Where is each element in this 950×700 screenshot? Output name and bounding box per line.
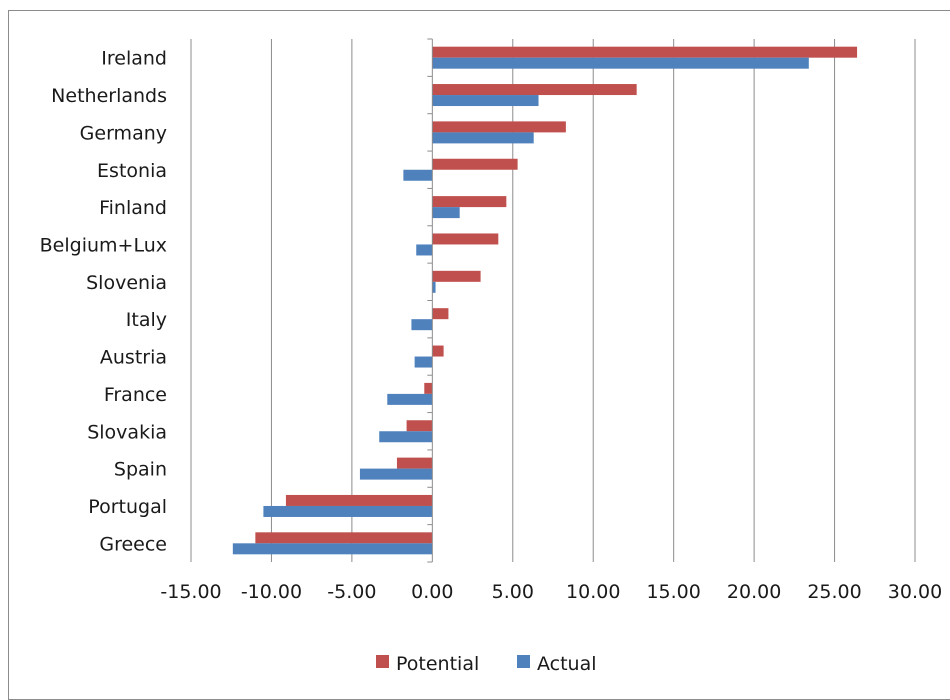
bar-potential-ireland: [432, 46, 858, 58]
category-labels: Ireland Netherlands Germany Estonia Finland B…: [40, 48, 167, 556]
category-label: Portugal: [88, 496, 167, 518]
category-label: Austria: [100, 347, 167, 369]
category-label: France: [104, 384, 167, 406]
bar-potential-germany: [432, 121, 566, 133]
bar-potential-spain: [396, 457, 433, 469]
category-label: Netherlands: [51, 85, 167, 107]
category-label: Spain: [114, 459, 167, 481]
bar-potential-finland: [432, 196, 507, 208]
bar-potential-italy: [432, 308, 449, 320]
bar-potential-portugal: [285, 494, 433, 506]
legend-label-actual: Actual: [537, 653, 597, 675]
bar-actual-italy: [411, 319, 433, 331]
legend-swatch-actual: [517, 655, 530, 668]
bar-actual-france: [387, 393, 433, 405]
tick-label: 15.00: [646, 581, 700, 603]
tick-label: 30.00: [888, 581, 942, 603]
tick-label: 20.00: [727, 581, 781, 603]
category-label: Slovenia: [86, 272, 167, 294]
tick-label: -10.00: [241, 581, 302, 603]
axes: [427, 38, 433, 563]
bar-actual-ireland: [432, 57, 809, 69]
bar-potential-estonia: [432, 158, 518, 170]
bar-actual-austria: [414, 356, 433, 368]
category-label: Estonia: [97, 160, 167, 182]
legend-swatch-potential: [376, 655, 389, 668]
bar-potential-slovakia: [406, 420, 433, 432]
category-label: Ireland: [101, 48, 167, 70]
bar-potential-netherlands: [432, 84, 637, 96]
bar-actual-spain: [359, 468, 433, 480]
category-label: Finland: [99, 197, 167, 219]
bar-actual-slovenia: [432, 281, 436, 293]
tick-labels: -15.00 -10.00 -5.00 0.00 5.00 10.00 15.00 20.00…: [160, 581, 942, 603]
legend: Potential Actual: [376, 653, 597, 675]
bar-actual-greece: [232, 543, 433, 555]
bar-actual-portugal: [263, 505, 433, 517]
bar-actual-netherlands: [432, 95, 539, 107]
bar-potential-austria: [432, 345, 444, 357]
tick-label: 0.00: [411, 581, 453, 603]
bar-actual-slovakia: [379, 431, 433, 443]
bar-actual-finland: [432, 207, 460, 219]
tick-label: 5.00: [492, 581, 534, 603]
bar-potential-greece: [255, 532, 433, 544]
category-label: Slovakia: [87, 421, 167, 443]
bar-potential-france: [424, 382, 433, 394]
bars: [232, 46, 858, 555]
gridlines: [190, 39, 916, 562]
category-label: Italy: [126, 309, 167, 331]
tick-label: -15.00: [160, 581, 221, 603]
category-label: Belgium+Lux: [40, 234, 167, 256]
bar-actual-germany: [432, 132, 534, 144]
legend-label-potential: Potential: [396, 653, 479, 675]
bar-potential-slovenia: [432, 270, 481, 282]
tick-label: 10.00: [566, 581, 620, 603]
tick-label: -5.00: [327, 581, 376, 603]
tick-label: 25.00: [807, 581, 861, 603]
category-label: Germany: [80, 122, 167, 144]
bar-actual-estonia: [403, 169, 433, 181]
category-label: Greece: [99, 533, 167, 555]
bar-potential-belgium-lux: [432, 233, 499, 245]
bar-actual-belgium-lux: [416, 244, 433, 256]
